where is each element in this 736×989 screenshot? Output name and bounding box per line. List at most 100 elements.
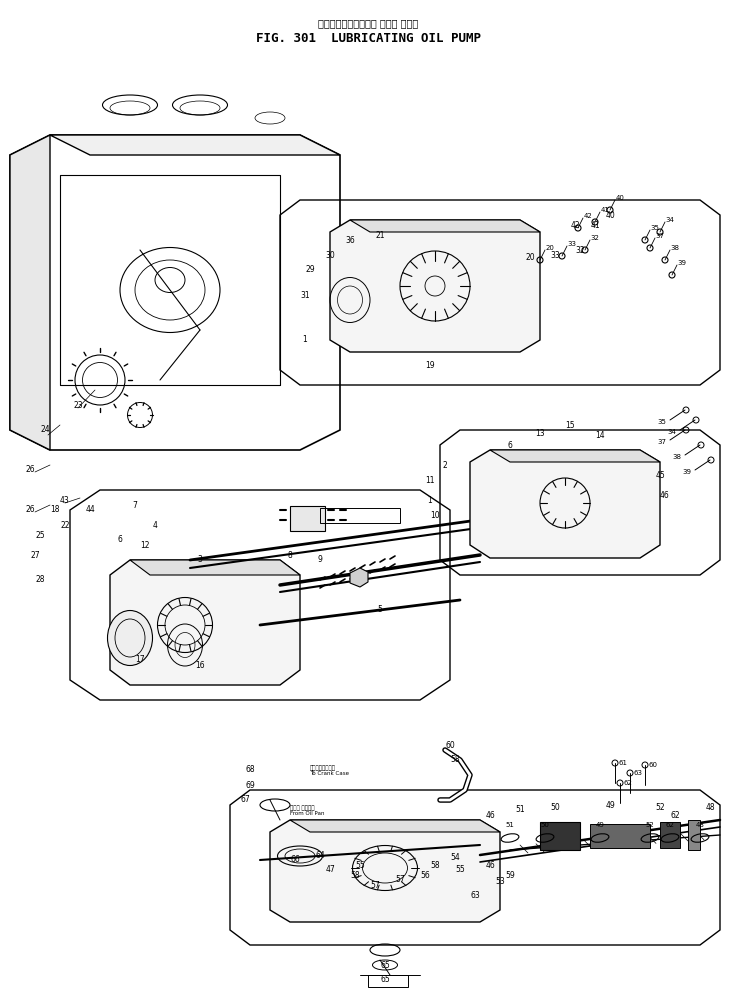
Text: 62: 62 (623, 780, 632, 786)
Text: 37: 37 (656, 233, 665, 239)
Text: 36: 36 (345, 235, 355, 244)
Text: 12: 12 (141, 541, 149, 550)
Text: 58: 58 (450, 756, 460, 764)
Text: 19: 19 (425, 361, 435, 370)
Text: 35: 35 (657, 419, 666, 425)
Text: FIG. 301  LUBRICATING OIL PUMP: FIG. 301 LUBRICATING OIL PUMP (255, 32, 481, 45)
Text: 9: 9 (317, 556, 322, 565)
Polygon shape (10, 135, 50, 450)
Text: 38: 38 (670, 245, 679, 251)
Text: 2: 2 (442, 461, 447, 470)
Text: 52: 52 (655, 803, 665, 813)
Text: 69: 69 (245, 780, 255, 789)
Text: ルーブリケーティング オイル ポンプ: ルーブリケーティング オイル ポンプ (318, 18, 418, 28)
Text: 39: 39 (678, 260, 687, 266)
Text: 49: 49 (605, 800, 615, 810)
Text: 62: 62 (670, 811, 680, 820)
Text: 44: 44 (85, 505, 95, 514)
Text: 52: 52 (645, 822, 654, 828)
Text: 63: 63 (470, 890, 480, 900)
Text: 42: 42 (584, 213, 592, 219)
Text: 58: 58 (430, 860, 440, 869)
Text: クランクケースへ
To Crank Case: クランクケースへ To Crank Case (310, 765, 349, 776)
Text: 53: 53 (495, 877, 505, 886)
Text: 49: 49 (595, 822, 604, 828)
Text: 8: 8 (288, 551, 292, 560)
Bar (590, 824, 650, 848)
Text: 48: 48 (705, 803, 715, 813)
Polygon shape (110, 560, 300, 685)
Text: 25: 25 (35, 530, 45, 540)
Text: 32: 32 (576, 245, 585, 254)
Text: 29: 29 (305, 265, 315, 275)
Text: 65: 65 (380, 975, 390, 984)
Text: 16: 16 (195, 661, 205, 670)
Polygon shape (290, 820, 500, 832)
Bar (688, 820, 700, 850)
Text: 40: 40 (615, 195, 624, 201)
Bar (660, 822, 680, 848)
Text: 34: 34 (668, 429, 676, 435)
Polygon shape (130, 560, 300, 575)
Text: 5: 5 (378, 605, 383, 614)
Text: 6: 6 (508, 440, 512, 449)
Text: 40: 40 (605, 211, 615, 220)
Text: 30: 30 (325, 250, 335, 259)
Text: 10: 10 (430, 510, 440, 519)
Text: 6: 6 (118, 535, 122, 545)
Text: 26: 26 (25, 505, 35, 514)
Text: 46: 46 (660, 491, 670, 499)
Text: 33: 33 (550, 250, 560, 259)
Text: 38: 38 (673, 454, 682, 460)
Polygon shape (330, 220, 540, 352)
Text: 1: 1 (302, 335, 308, 344)
Text: 34: 34 (665, 217, 674, 223)
Text: 46: 46 (485, 811, 495, 820)
Polygon shape (350, 568, 368, 587)
Text: 61: 61 (618, 760, 628, 766)
Text: 4: 4 (152, 520, 158, 529)
Text: 66: 66 (290, 855, 300, 864)
Text: 41: 41 (601, 207, 609, 213)
Text: 58: 58 (350, 870, 360, 879)
Text: 63: 63 (634, 770, 643, 776)
Text: 33: 33 (567, 241, 576, 247)
Text: 68: 68 (245, 765, 255, 774)
Text: 56: 56 (420, 870, 430, 879)
Text: 42: 42 (570, 221, 580, 229)
Text: 17: 17 (135, 656, 145, 665)
Polygon shape (350, 220, 540, 232)
Text: 60: 60 (648, 762, 657, 768)
Bar (60, 175, 280, 385)
Text: オイル パンより
From Oil Pan: オイル パンより From Oil Pan (290, 805, 325, 816)
Text: 43: 43 (60, 495, 70, 504)
Text: 26: 26 (25, 466, 35, 475)
Text: 62: 62 (665, 822, 674, 828)
Text: 15: 15 (565, 420, 575, 429)
Polygon shape (50, 135, 340, 155)
Text: 67: 67 (240, 795, 250, 804)
Text: 24: 24 (40, 425, 50, 434)
Text: 55: 55 (355, 860, 365, 869)
Text: 54: 54 (450, 854, 460, 862)
Text: 51: 51 (515, 805, 525, 815)
Ellipse shape (107, 610, 152, 666)
Text: 7: 7 (132, 500, 138, 509)
Text: 45: 45 (655, 471, 665, 480)
Text: 27: 27 (30, 551, 40, 560)
Polygon shape (270, 820, 500, 922)
Text: 28: 28 (35, 576, 45, 584)
Text: 64: 64 (315, 851, 325, 859)
Text: 50: 50 (540, 822, 550, 828)
Text: 57: 57 (395, 875, 405, 884)
Text: 41: 41 (590, 221, 600, 229)
Text: 23: 23 (73, 401, 83, 409)
Text: 47: 47 (325, 865, 335, 874)
Bar (540, 822, 580, 850)
Text: 31: 31 (300, 291, 310, 300)
Polygon shape (490, 450, 660, 462)
Text: 51: 51 (506, 822, 514, 828)
Text: 32: 32 (590, 235, 599, 241)
Text: 37: 37 (657, 439, 667, 445)
Text: 20: 20 (545, 245, 554, 251)
